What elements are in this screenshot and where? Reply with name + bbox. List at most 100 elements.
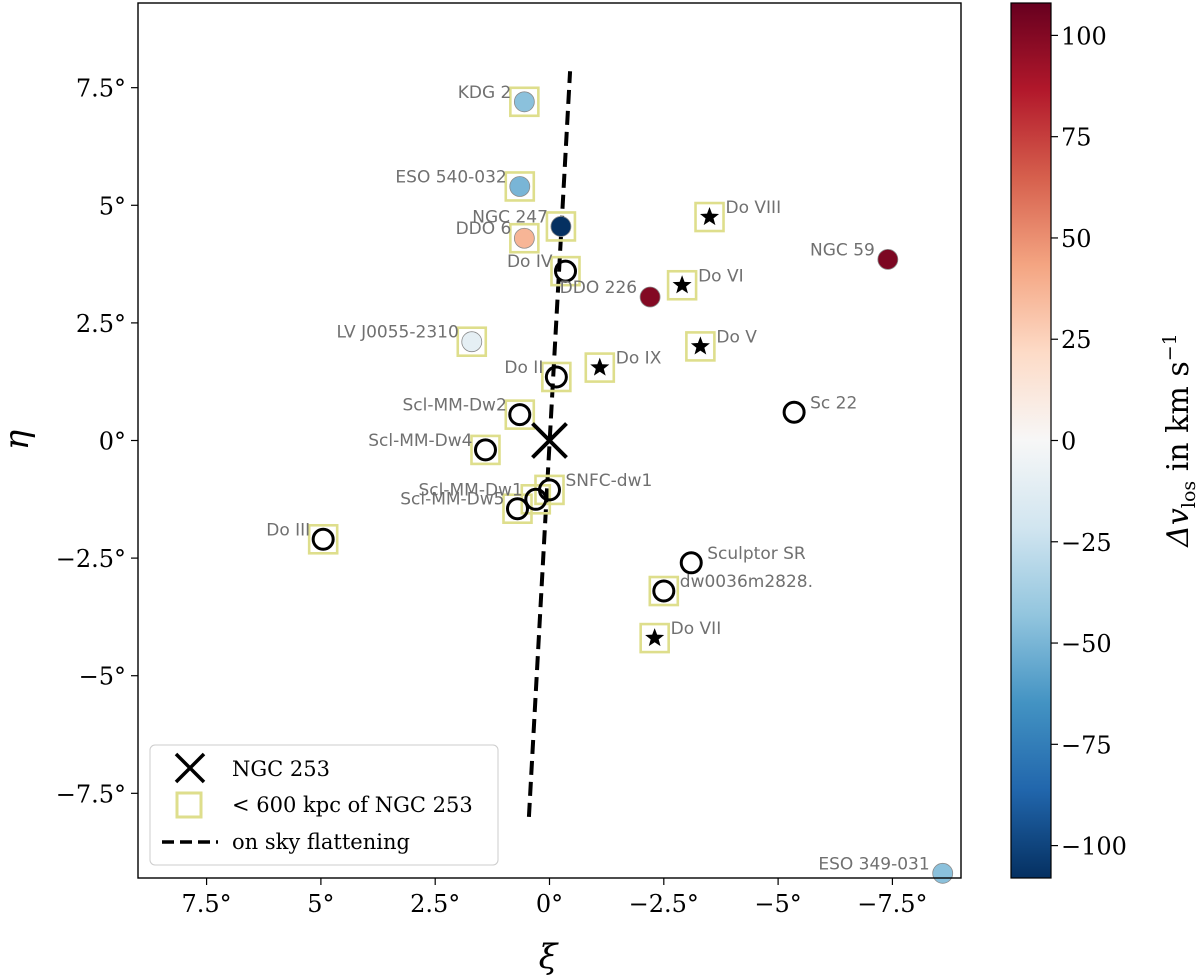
flattening-line (526, 71, 573, 817)
galaxy-marker-do-v[interactable] (690, 336, 710, 355)
galaxy-marker-do-iii[interactable] (311, 527, 335, 551)
colorbar-tick: −50 (1051, 630, 1112, 658)
galaxy-marker-snfc-dw1[interactable] (538, 478, 561, 502)
galaxy-marker-do-viii[interactable] (700, 207, 720, 226)
galaxy-marker-sculptor-sr[interactable] (679, 551, 703, 575)
proximity-box-layer (307, 86, 725, 654)
colorbar-tick: −100 (1051, 833, 1127, 861)
galaxy-marker-ddo-226[interactable] (639, 286, 661, 308)
galaxy-marker-do-iv[interactable] (554, 259, 578, 283)
colorbar-tick: 25 (1051, 326, 1092, 354)
y-tick: −2.5° (56, 545, 138, 573)
galaxy-marker-eso-540-032[interactable] (509, 176, 531, 197)
galaxy-label-do-vi: Do VI (698, 266, 744, 286)
galaxy-label-do-vii: Do VII (671, 619, 722, 639)
galaxy-marker-ddo-6[interactable] (513, 227, 535, 249)
x-tick-label: −2.5° (629, 890, 699, 918)
galaxy-marker-do-ii[interactable] (544, 365, 568, 389)
x-tick: −2.5° (629, 878, 699, 918)
galaxy-label-do-iv: Do IV (507, 252, 553, 272)
x-tick: 5° (307, 878, 335, 918)
y-tick-label: 2.5° (76, 310, 126, 338)
y-tick: 2.5° (76, 310, 138, 338)
galaxy-label-kdg-2: KDG 2 (458, 83, 512, 103)
galaxy-label-ngc-247: NGC 247 (472, 207, 548, 227)
legend-label-line: on sky flattening (232, 830, 410, 854)
proximity-box-ddo-6 (509, 222, 540, 254)
x-tick: 0° (536, 878, 563, 918)
galaxy-marker-lv-j0055-2310[interactable] (461, 331, 483, 353)
y-tick: 5° (99, 192, 138, 220)
colorbar-tick-label: 75 (1061, 124, 1092, 152)
galaxy-marker-sc-22[interactable] (782, 400, 806, 424)
galaxy-marker-do-ix[interactable] (590, 357, 610, 376)
galaxy-marker-do-vii[interactable] (645, 628, 665, 647)
galaxy-marker-scl-mm-dw4[interactable] (473, 438, 497, 462)
y-tick: 0° (99, 428, 138, 456)
host-marker-layer (531, 422, 568, 459)
y-tick-label: 5° (99, 192, 126, 220)
galaxy-marker-eso-349-031[interactable] (932, 862, 954, 884)
galaxy-label-eso-349-031: ESO 349-031 (818, 854, 929, 874)
x-axis-ticks: 7.5° 5° 2.5° 0° −2.5° −5° −7.5° (181, 878, 928, 918)
galaxy-label-do-iii: Do III (266, 520, 310, 540)
galaxy-marker-ngc-247[interactable] (550, 216, 572, 237)
proximity-box-scl-mm-dw2 (504, 399, 536, 430)
x-tick: 2.5° (410, 878, 460, 918)
colorbar-label: Δvlos in km s−1 (1159, 333, 1200, 547)
galaxy-label-lv-j0055-2310: LV J0055-2310 (336, 323, 458, 343)
y-tick-label: −7.5° (56, 780, 126, 808)
galaxy-label-ddo-6: DDO 6 (456, 219, 512, 239)
galaxy-label-sc-22: Sc 22 (810, 393, 857, 413)
galaxy-label-snfc-dw1: SNFC-dw1 (566, 471, 653, 491)
flattening-line-layer (526, 71, 573, 817)
galaxy-label-ddo-226: DDO 226 (560, 278, 637, 298)
proximity-box-eso-540-032 (504, 171, 536, 202)
galaxy-label-ngc-59: NGC 59 (810, 240, 875, 260)
galaxy-label-do-ix: Do IX (616, 349, 662, 369)
galaxy-label-dw0036m2828: dw0036m2828. (680, 572, 813, 592)
proximity-box-do-ii (541, 361, 572, 393)
galaxy-marker-do-vi[interactable] (672, 275, 692, 294)
legend-label-host: NGC 253 (232, 757, 330, 781)
galaxy-marker-scl-mm-dw5[interactable] (505, 497, 529, 521)
proximity-box-do-iii (307, 523, 339, 555)
x-axis-title: ξ (539, 937, 560, 977)
proximity-box-kdg-2 (509, 86, 540, 118)
galaxy-marker-kdg-2[interactable] (513, 91, 535, 113)
galaxy-label-scl-mm-dw5: Scl-MM-Dw5 (400, 490, 504, 510)
colorbar-tick-label: −75 (1061, 731, 1112, 759)
colorbar-tick-label: 25 (1061, 326, 1092, 354)
galaxy-label-do-viii: Do VIII (726, 198, 782, 218)
colorbar-gradient (1011, 3, 1051, 878)
colorbar-tick: 75 (1051, 124, 1092, 152)
proximity-box-lv-j0055-2310 (456, 326, 488, 358)
legend-box-icon (175, 791, 203, 819)
host-marker-ngc-253[interactable] (531, 422, 568, 459)
proximity-box-dw0036m2828 (648, 575, 680, 607)
galaxy-label-do-ii: Do II (504, 358, 543, 378)
y-tick: 7.5° (76, 75, 138, 103)
x-tick: −5° (754, 878, 802, 918)
galaxy-marker-dw0036m2828[interactable] (652, 579, 676, 603)
x-tick: 7.5° (181, 878, 232, 918)
y-tick: −5° (79, 663, 138, 691)
galaxy-label-scl-mm-dw2: Scl-MM-Dw2 (402, 396, 506, 416)
proximity-box-ngc-247 (545, 211, 577, 242)
colorbar-tick-label: 50 (1061, 225, 1092, 253)
galaxy-label-sculptor-sr: Sculptor SR (707, 544, 806, 564)
legend: NGC 253 < 600 kpc of NGC 253 on sky flat… (149, 744, 499, 866)
colorbar-tick: 100 (1051, 22, 1107, 50)
proximity-box-do-ix (584, 352, 616, 383)
x-tick-label: −5° (754, 890, 801, 918)
galaxy-marker-scl-mm-dw2[interactable] (508, 403, 532, 427)
colorbar-tick-label: −25 (1061, 529, 1112, 557)
galaxy-label-scl-mm-dw1: Scl-MM-Dw1 (419, 480, 523, 500)
proximity-box-do-iv (550, 255, 581, 287)
y-tick: −7.5° (56, 780, 138, 808)
colorbar: 100 75 50 25 0 −25 −50 −75 −100 Δvlos in km s−1 (1010, 2, 1200, 879)
galaxy-marker-ngc-59[interactable] (877, 248, 899, 270)
proximity-box-do-v (685, 331, 716, 362)
